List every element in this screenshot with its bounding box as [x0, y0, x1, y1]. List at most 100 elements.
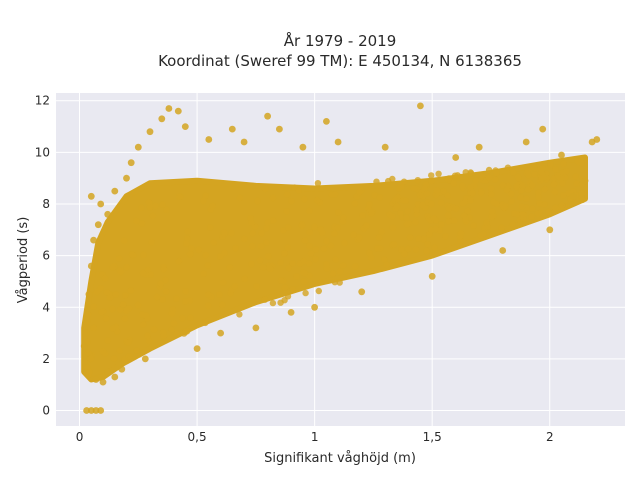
- cloud-point: [217, 253, 224, 260]
- cloud-point: [397, 210, 404, 217]
- cloud-point: [366, 249, 373, 257]
- cloud-point: [332, 256, 339, 263]
- cloud-point: [84, 349, 92, 356]
- cloud-point: [376, 194, 383, 201]
- data-point-22: [141, 355, 149, 363]
- data-point-3: [97, 407, 105, 414]
- cloud-point: [173, 330, 181, 337]
- cloud-point: [205, 302, 212, 309]
- data-point-7: [87, 262, 95, 270]
- cloud-point: [368, 209, 375, 216]
- cloud-point: [339, 218, 347, 225]
- cloud-point: [518, 187, 525, 194]
- cloud-point: [122, 292, 129, 299]
- dense-cloud-shape: [81, 154, 588, 383]
- cloud-point: [258, 229, 265, 237]
- data-point-18: [118, 365, 126, 373]
- data-point-8: [87, 192, 95, 200]
- cloud-point: [356, 188, 363, 196]
- cloud-point: [329, 270, 337, 277]
- cloud-point: [327, 242, 335, 249]
- cloud-point: [125, 339, 132, 346]
- data-point-33: [252, 324, 260, 332]
- cloud-point: [523, 195, 530, 202]
- cloud-point: [519, 182, 526, 189]
- y-tick-label: 6: [42, 249, 50, 263]
- cloud-point: [263, 239, 270, 246]
- cloud-point: [560, 160, 567, 167]
- data-point-30: [217, 329, 225, 337]
- cloud-point: [445, 205, 452, 212]
- cloud-point: [87, 355, 95, 362]
- cloud-point: [264, 219, 271, 226]
- data-point-40: [334, 138, 342, 146]
- cloud-point: [160, 332, 167, 340]
- cloud-point: [301, 195, 308, 203]
- cloud-point: [258, 243, 265, 250]
- cloud-point: [371, 191, 378, 199]
- cloud-point: [485, 174, 493, 181]
- cloud-point: [508, 190, 515, 198]
- data-point-21: [134, 143, 142, 151]
- cloud-point: [315, 287, 322, 295]
- data-point-14: [104, 368, 112, 376]
- cloud-point: [524, 186, 532, 193]
- cloud-point: [540, 174, 547, 181]
- cloud-point: [557, 203, 565, 211]
- cloud-point: [351, 200, 358, 207]
- data-point-2: [92, 407, 100, 414]
- cloud-point: [554, 172, 561, 179]
- cloud-point: [143, 312, 150, 319]
- cloud-point: [355, 234, 363, 241]
- data-point-51: [558, 151, 565, 159]
- cloud-point: [366, 201, 373, 208]
- cloud-point: [395, 259, 403, 266]
- cloud-point: [445, 175, 453, 182]
- cloud-point: [288, 198, 295, 205]
- cloud-point: [413, 185, 420, 193]
- cloud-point: [138, 204, 145, 211]
- cloud-point: [86, 368, 93, 376]
- data-point-53: [581, 177, 589, 185]
- cloud-point: [202, 251, 209, 259]
- cloud-point: [281, 250, 288, 257]
- cloud-point: [423, 247, 430, 254]
- cloud-point: [248, 219, 255, 227]
- cloud-point: [541, 185, 549, 193]
- cloud-point: [488, 185, 495, 192]
- cloud-point: [125, 353, 133, 360]
- data-point-26: [174, 107, 182, 115]
- data-point-31: [228, 125, 236, 133]
- cloud-point: [311, 223, 318, 231]
- cloud-point: [248, 261, 255, 268]
- cloud-point: [269, 217, 277, 224]
- cloud-point: [579, 196, 586, 204]
- cloud-point: [435, 170, 442, 177]
- data-point-28: [193, 345, 201, 352]
- cloud-point: [220, 279, 227, 286]
- cloud-point: [159, 201, 166, 208]
- cloud-point: [391, 197, 398, 204]
- cloud-point: [249, 229, 256, 237]
- y-tick-label: 0: [42, 404, 50, 418]
- data-point-1: [87, 407, 95, 414]
- cloud-point: [145, 337, 153, 345]
- cloud-point: [360, 225, 367, 232]
- cloud-point: [148, 239, 155, 246]
- cloud-point: [120, 237, 128, 244]
- cloud-point: [236, 311, 243, 318]
- cloud-point: [221, 230, 228, 238]
- cloud-point: [336, 268, 344, 275]
- cloud-point: [353, 193, 360, 200]
- cloud-point: [170, 320, 178, 327]
- cloud-point: [552, 204, 559, 212]
- x-tick-label: 0,5: [188, 430, 207, 444]
- cloud-point: [176, 193, 183, 200]
- cloud-point: [146, 204, 154, 211]
- y-tick-label: 4: [42, 300, 50, 314]
- cloud-point: [200, 270, 207, 277]
- data-point-35: [276, 125, 283, 133]
- cloud-point: [509, 221, 516, 228]
- data-point-29: [205, 136, 213, 143]
